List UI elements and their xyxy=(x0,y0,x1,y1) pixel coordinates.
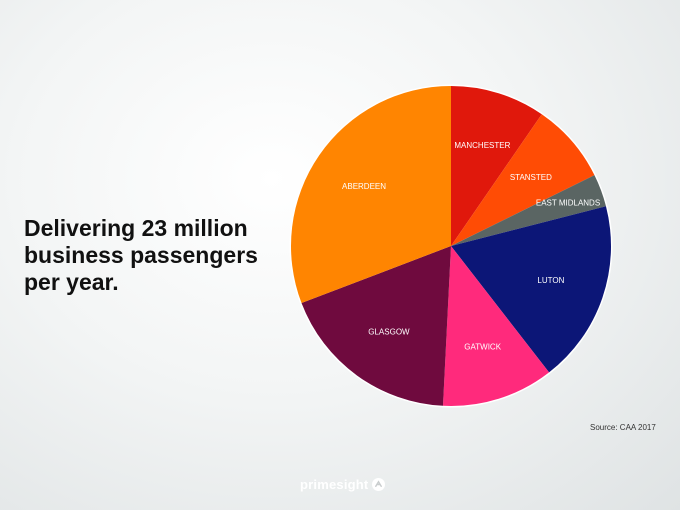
source-note: Source: CAA 2017 xyxy=(590,423,656,432)
pie-slice-aberdeen xyxy=(290,86,451,304)
pie-label-east-midlands: EAST MIDLANDS xyxy=(536,199,600,208)
headline-line-1: Delivering 23 million xyxy=(24,215,248,241)
headline-line-2: business passengers xyxy=(24,242,258,268)
pie-slice-stansted xyxy=(451,114,595,246)
pie-slice-east-midlands xyxy=(451,175,606,246)
headline: Delivering 23 million business passenger… xyxy=(24,215,274,296)
pie-slice-gatwick xyxy=(442,246,550,406)
pie-label-manchester: MANCHESTER xyxy=(454,141,510,150)
brand-name: primesight xyxy=(300,476,369,492)
pie-slice-luton xyxy=(451,206,611,373)
pie-label-stansted: STANSTED xyxy=(510,173,552,182)
pie-label-luton: LUTON xyxy=(537,276,564,285)
pie-label-glasgow: GLASGOW xyxy=(368,327,410,336)
headline-line-3: per year. xyxy=(24,269,119,295)
pie-slice-glasgow xyxy=(301,246,451,406)
pie-label-aberdeen: ABERDEEN xyxy=(342,182,386,191)
pie-slice-manchester xyxy=(451,86,542,246)
pie-label-gatwick: GATWICK xyxy=(464,343,501,352)
primesight-logo-icon xyxy=(372,477,386,491)
brand-logo: primesight xyxy=(300,474,386,494)
